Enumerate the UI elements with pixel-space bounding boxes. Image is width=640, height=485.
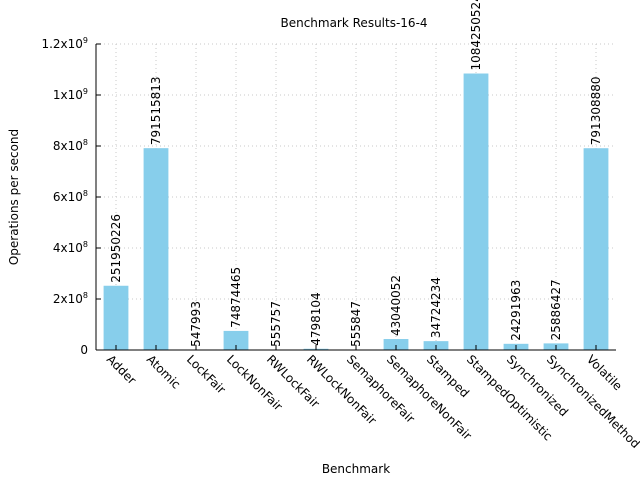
- y-axis-label: Operations per second: [7, 129, 21, 265]
- value-label: 24291963: [509, 280, 523, 341]
- bar-adder: [103, 285, 129, 350]
- x-tick-label: RWLockNonFair: [304, 352, 379, 427]
- y-tick-label: 4x108: [53, 240, 88, 255]
- bar-locknonfair: [223, 330, 249, 350]
- y-tick-label: 0: [80, 343, 88, 357]
- y-tick-label: 6x108: [53, 189, 88, 204]
- value-label: 43040052: [389, 275, 403, 336]
- bars: [103, 73, 609, 351]
- value-labels: 251950226 791515813 547993 74874465 555757 47…: [109, 0, 603, 347]
- bar-atomic: [143, 148, 169, 350]
- axes: [95, 43, 616, 351]
- value-label: 555757: [269, 301, 283, 347]
- y-tick-label: 2x108: [53, 291, 88, 306]
- value-label: 34724234: [429, 277, 443, 338]
- value-label: 547993: [189, 301, 203, 347]
- y-tick-label: 8x108: [53, 138, 88, 153]
- value-label: 74874465: [229, 267, 243, 328]
- y-tick-label: 1x109: [53, 87, 88, 102]
- x-tick-label: Adder: [104, 352, 139, 387]
- bar-volatile: [583, 148, 609, 350]
- value-label: 1084250524: [469, 0, 483, 71]
- x-tick-labels: Adder Atomic LockFairLockNonFairRWLockFair…: [104, 352, 640, 451]
- x-tick-label: LockFair: [184, 352, 228, 396]
- chart-title: Benchmark Results-16-4: [280, 16, 427, 30]
- y-tick-label: 1.2x109: [41, 36, 88, 51]
- value-label: 555847: [349, 301, 363, 347]
- value-label: 25886427: [549, 279, 563, 340]
- value-label: 791515813: [149, 76, 163, 145]
- value-label: 791308880: [589, 76, 603, 145]
- value-label: 4798104: [309, 292, 323, 345]
- x-tick-label: SemaphoreFair: [344, 352, 418, 426]
- value-label: 251950226: [109, 214, 123, 283]
- bar-semaphorenonfair: [383, 339, 409, 350]
- bar-stampedoptimistic: [463, 73, 489, 350]
- y-tick-labels: 0 2x108 4x108 6x108 8x108 1x109 1.2x109: [41, 36, 88, 357]
- x-tick-label: Atomic: [144, 352, 183, 391]
- x-axis-label: Benchmark: [322, 462, 390, 476]
